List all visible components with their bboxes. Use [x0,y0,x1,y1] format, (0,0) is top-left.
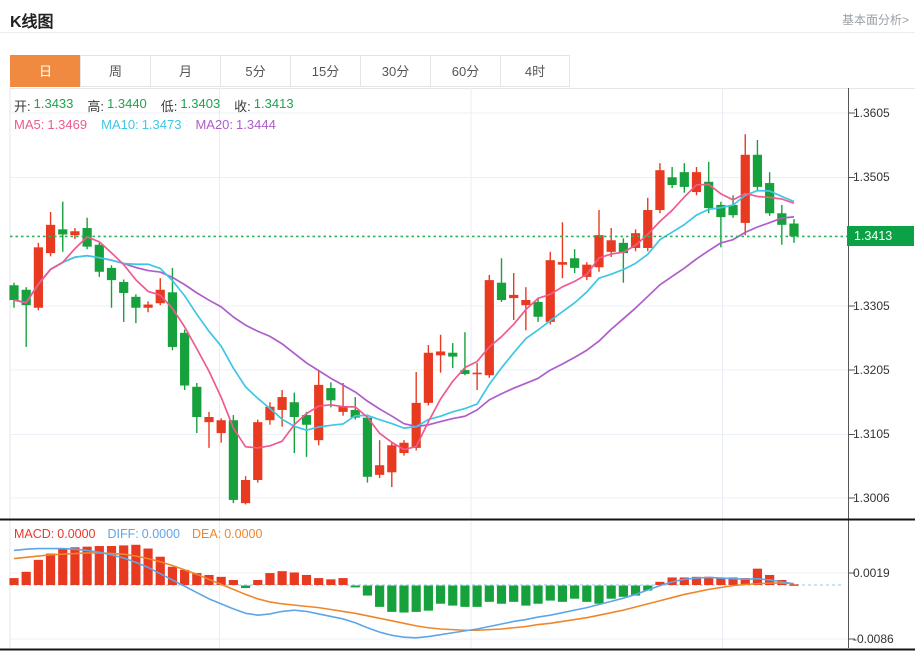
ma-readout: MA5: 1.3469 MA10: 1.3473 MA20: 1.3444 [14,117,276,132]
ohlc-readout: 开: 1.3433 高: 1.3440 低: 1.3403 收: 1.3413 [14,96,294,115]
tab-月[interactable]: 月 [150,55,220,87]
high-label: 高: [87,99,105,114]
ma10-label: MA10: [101,117,139,132]
ma20-value: 1.3444 [236,117,276,132]
high-value: 1.3440 [107,96,147,111]
price-axis-label-1.3605: 1.3605 [853,106,890,120]
open-label: 开: [14,99,31,114]
tab-5分[interactable]: 5分 [220,55,290,87]
low-value: 1.3403 [180,96,221,111]
low-label: 低: [160,99,178,114]
tab-周[interactable]: 周 [80,55,150,87]
period-tabs: 日周月 5分 15分 30分 60分 4时 [10,55,915,89]
macd-axis-label-0.0019: 0.0019 [853,566,890,581]
header-divider [0,32,915,33]
price-axis-label-1.3505: 1.3505 [853,170,890,185]
macd-axis-label--0.0086: -0.0086 [853,632,894,647]
ma5-label: MA5: [14,117,45,132]
close-value: 1.3413 [253,96,294,111]
ma5-value: 1.3469 [47,117,88,132]
open-value: 1.3433 [33,96,74,111]
dea-label: DEA: [192,527,222,541]
dea-value: 0.0000 [224,527,263,541]
ma10-value: 1.3473 [141,117,182,132]
tab-日[interactable]: 日 [10,55,80,87]
fundamental-analysis-link[interactable]: 基本面分析> [841,13,909,27]
price-axis-label-1.3105: 1.3105 [853,427,890,442]
ma20-label: MA20: [195,117,234,132]
current-price-badge: 1.3413 [847,226,914,247]
tab-30分[interactable]: 30分 [360,55,430,87]
macd-value: 0.0000 [57,527,96,541]
price-axis-label-1.3006: 1.3006 [853,491,890,505]
diff-value: 0.0000 [141,527,180,541]
macd-readout: MACD: 0.0000 DIFF: 0.0000 DEA: 0.0000 [14,527,262,541]
tab-4时[interactable]: 4时 [500,55,570,87]
close-label: 收: [234,99,251,114]
tab-60分[interactable]: 60分 [430,55,500,87]
price-axis-label-1.3205: 1.3205 [853,363,890,378]
macd-label: MACD: [14,527,55,541]
page-title: K线图 [10,14,54,31]
diff-label: DIFF: [107,527,139,541]
price-axis-label-1.3305: 1.3305 [853,298,890,313]
tab-15分[interactable]: 15分 [290,55,360,87]
